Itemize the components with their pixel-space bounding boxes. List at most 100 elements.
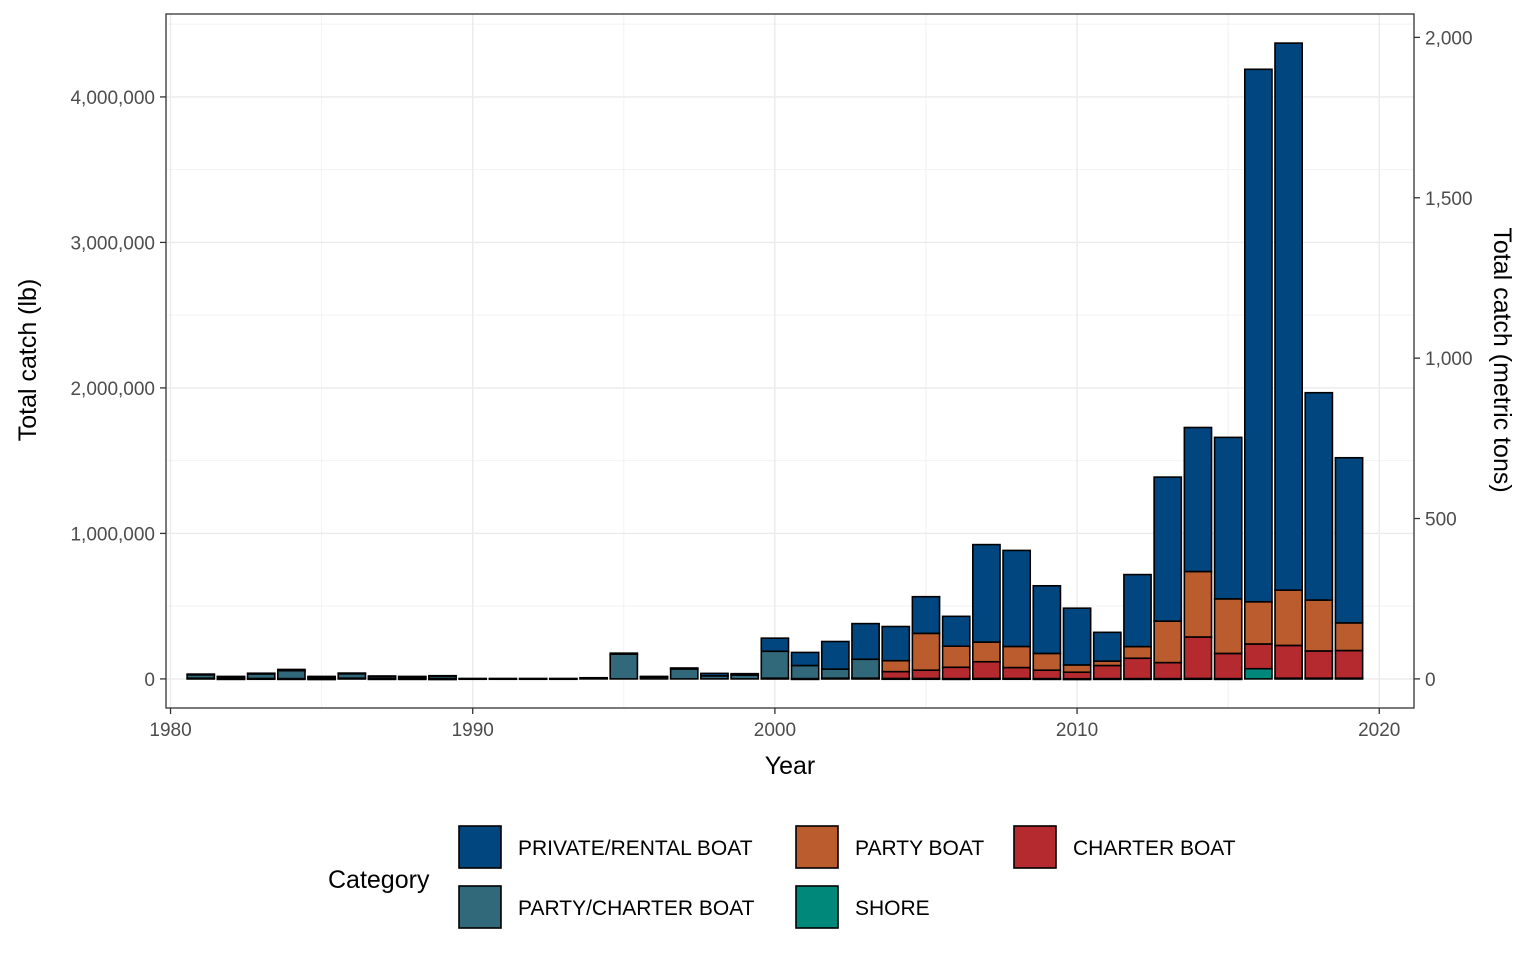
bar-segment: [1062, 664, 1092, 674]
x-tick-label: 2010: [1056, 720, 1098, 741]
y-tick-label: 2,000,000: [70, 379, 155, 400]
y-axis-right-title: Total catch (metric tons): [1488, 227, 1516, 492]
bar-segment: [820, 640, 850, 670]
bar-segment: [428, 674, 457, 678]
bar-segment: [1304, 599, 1334, 652]
x-tick-label: 1990: [452, 720, 494, 741]
y-axis-left-ticks: 0 1,000,000 2,000,000 3,000,000 4,000,000: [70, 88, 166, 691]
bar-segment: [367, 675, 397, 678]
bar-segment: [941, 666, 971, 680]
y-tick-label: 1,000,000: [70, 524, 155, 545]
bar-segment: [518, 677, 548, 681]
major-gridlines: [166, 14, 1414, 708]
bar-segment: [820, 668, 850, 679]
bar-segment: [1153, 620, 1183, 664]
x-axis-title: Year: [765, 752, 816, 780]
legend-swatch: [795, 885, 839, 929]
bar-segment: [911, 632, 941, 671]
bar-segment: [1213, 652, 1243, 680]
y2-tick-label: 1,000: [1425, 349, 1473, 370]
bar-segment: [1153, 476, 1183, 622]
y-tick-label: 4,000,000: [70, 88, 155, 109]
x-axis-ticks: 1980 1990 2000 2010 2020: [149, 708, 1400, 741]
bar-segment: [1334, 456, 1364, 624]
bar-segment: [669, 667, 699, 670]
bar-segment: [1213, 598, 1243, 655]
y2-tick-label: 0: [1425, 670, 1436, 691]
bar-segment: [277, 668, 306, 672]
bar-segment: [277, 669, 306, 680]
bar-segment: [881, 659, 911, 673]
bar-segment: [1183, 570, 1213, 638]
bar-segment: [1213, 436, 1243, 600]
bar-segment: [1062, 671, 1092, 680]
bar-segment: [1274, 42, 1303, 591]
y-tick-label: 3,000,000: [70, 233, 155, 254]
bar-segment: [941, 645, 971, 669]
bar-segment: [186, 673, 216, 676]
bar-segment: [1304, 391, 1334, 601]
bar-segment: [1243, 667, 1273, 680]
bar-segment: [1334, 649, 1364, 679]
bar-segment: [337, 672, 367, 675]
bar-segment: [246, 672, 276, 675]
bar-segment: [1123, 657, 1152, 680]
bar-segment: [1002, 645, 1032, 669]
legend-swatch: [458, 885, 502, 929]
legend-swatch: [1013, 825, 1057, 869]
legend-label: CHARTER BOAT: [1073, 837, 1236, 860]
bar-segment: [1092, 664, 1122, 680]
y2-tick-label: 1,500: [1425, 189, 1473, 210]
y-axis-right-ticks: 0 500 1,000 1,500 2,000: [1414, 28, 1473, 691]
bar-segment: [911, 595, 941, 635]
bar-segment: [1243, 643, 1273, 670]
bar-segment: [1274, 589, 1303, 647]
bar-segment: [881, 625, 911, 662]
bar-segment: [972, 543, 1001, 643]
bar-segment: [1153, 661, 1183, 680]
x-tick-label: 1980: [149, 720, 191, 741]
bar-segment: [1032, 669, 1062, 680]
bar-segment: [760, 637, 790, 653]
bar-segment: [1183, 426, 1213, 573]
bar-segment: [579, 676, 608, 680]
bar-segment: [972, 660, 1001, 680]
bar-segment: [1243, 68, 1273, 603]
legend-label: PARTY BOAT: [855, 837, 984, 860]
bar-segment: [911, 669, 941, 680]
bar-segment: [397, 675, 427, 679]
bar-segment: [790, 664, 820, 680]
legend-label: SHORE: [855, 897, 930, 920]
legend: Category PRIVATE/RENTAL BOAT PARTY BOAT CH…: [328, 825, 1236, 929]
plot-panel-border: [165, 13, 1415, 709]
bar-segment: [941, 615, 971, 647]
bar-segment: [1123, 573, 1152, 648]
bar-segment: [972, 641, 1001, 663]
legend-title: Category: [328, 866, 430, 894]
bar-segment: [1032, 584, 1062, 655]
bar-segment: [1183, 636, 1213, 680]
x-tick-label: 2000: [754, 720, 796, 741]
bar-segment: [1334, 622, 1364, 652]
stacked-bars: [186, 42, 1364, 681]
bar-segment: [851, 658, 880, 679]
bar-segment: [609, 652, 639, 655]
bar-segment: [790, 651, 820, 667]
bar-segment: [1062, 607, 1092, 666]
bar-segment: [1304, 650, 1334, 679]
bar-segment: [488, 677, 518, 681]
bar-segment: [639, 675, 669, 679]
bar-segment: [1002, 666, 1032, 680]
bar-segment: [1092, 631, 1122, 662]
bar-segment: [1243, 600, 1273, 645]
bar-segment: [307, 675, 337, 679]
bar-segment: [730, 672, 760, 676]
legend-label: PARTY/CHARTER BOAT: [518, 897, 755, 920]
bar-segment: [1123, 645, 1152, 660]
legend-swatch: [458, 825, 502, 869]
minor-gridlines: [166, 14, 1414, 708]
bar-segment: [458, 677, 488, 681]
legend-swatch: [795, 825, 839, 869]
bar-segment: [760, 650, 790, 679]
bar-segment: [1274, 644, 1303, 679]
